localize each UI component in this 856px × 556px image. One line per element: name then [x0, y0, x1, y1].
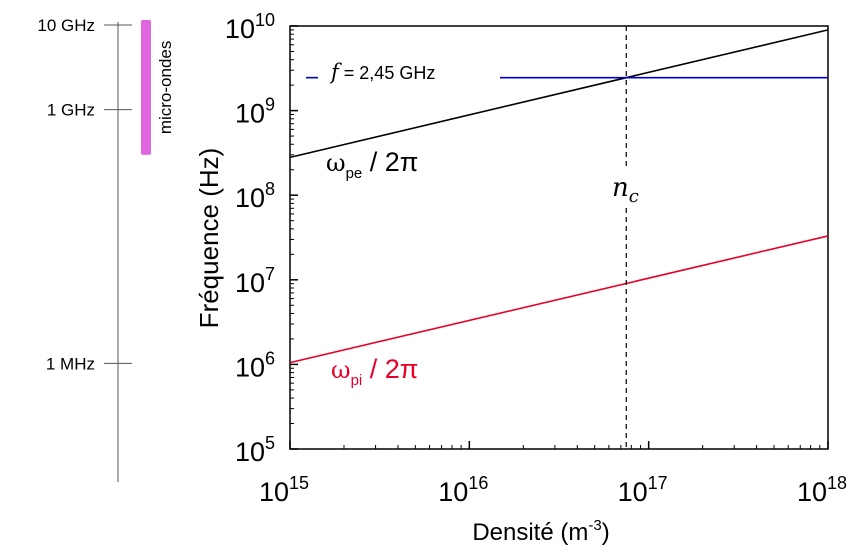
side-tick-label: 1 MHz: [46, 354, 95, 373]
x-tick-label: 1015: [259, 473, 309, 507]
y-tick-label: 108: [235, 179, 275, 213]
y-axis-title: Fréquence (Hz): [194, 148, 224, 329]
y-tick-label: 105: [235, 433, 275, 467]
x-tick-label: 1016: [438, 473, 488, 507]
micro-ondes-band: [141, 20, 151, 155]
series-line-opi: [289, 235, 829, 364]
side-scale: 10 GHz 1 GHz 1 MHz micro-ondes: [37, 16, 175, 482]
chart-marks: [289, 26, 829, 449]
hline-label-f: f: [329, 60, 342, 84]
series-label-opi: ωpi / 2π: [331, 354, 418, 389]
series-label-ope: ωpe / 2π: [326, 147, 418, 182]
micro-ondes-label: micro-ondes: [156, 41, 175, 135]
series-line-ope: [289, 29, 829, 159]
vline-label-sub: c: [629, 186, 639, 207]
y-tick-label: 109: [235, 95, 275, 129]
x-tick-label: 1018: [797, 473, 847, 507]
y-tick-label: 106: [235, 348, 275, 382]
side-tick-label: 1 GHz: [47, 101, 95, 120]
vline-label-n: n: [612, 173, 629, 203]
plot-frame: [289, 25, 829, 450]
x-axis-title: Densité (m-3): [472, 517, 609, 546]
y-tick-label: 1010: [225, 10, 275, 44]
hline-label: f = 2,45 GHz: [329, 60, 435, 84]
vline-label: nc: [612, 173, 639, 207]
y-tick-label: 107: [235, 264, 275, 298]
y-axis-ticks: 105 106 107 108 109 1010: [225, 10, 298, 467]
side-tick-label: 10 GHz: [37, 16, 95, 35]
x-axis-ticks: 1015 1016 1017 1018: [259, 441, 847, 507]
x-tick-label: 1017: [618, 473, 668, 507]
hline-label-rest: = 2,45 GHz: [339, 63, 436, 83]
